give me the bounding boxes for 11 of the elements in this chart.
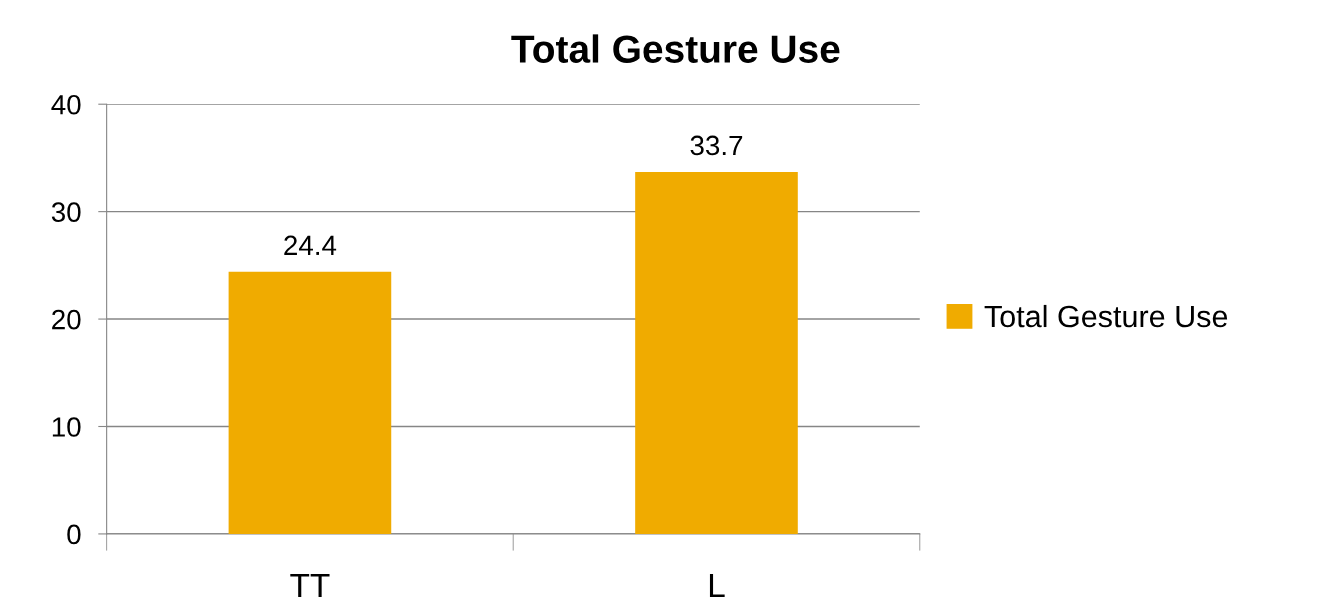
y-tick-label: 0 (67, 524, 81, 545)
chart-title: Total Gesture Use (511, 34, 840, 63)
y-tick-label: 20 (52, 309, 81, 330)
data-label: 24.4 (284, 235, 337, 255)
y-tick-label: 40 (51, 94, 81, 115)
x-tick-label: L (709, 574, 725, 597)
y-tick-label: 30 (51, 202, 81, 222)
x-tick-label: TT (290, 574, 330, 597)
y-tick-label: 10 (52, 417, 81, 437)
data-label: 33.7 (690, 135, 743, 156)
legend-label: Total Gesture Use (984, 304, 1228, 328)
